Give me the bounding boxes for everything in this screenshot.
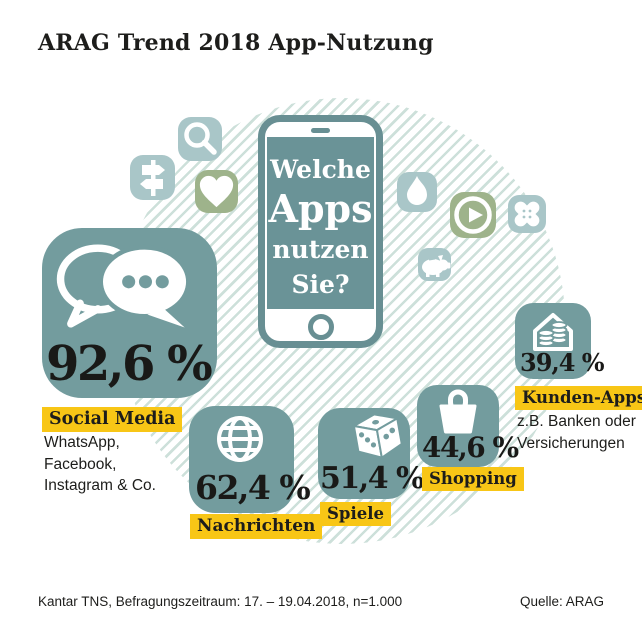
value-nachrichten: 62,4 % xyxy=(195,468,311,507)
page-title: ARAG Trend 2018 App-Nutzung xyxy=(38,30,434,56)
signpost-icon xyxy=(130,155,175,200)
phone-question-line: Sie? xyxy=(291,270,350,299)
label-nachrichten: Nachrichten xyxy=(190,514,323,539)
dice-icon xyxy=(348,410,408,462)
play-icon xyxy=(450,192,496,238)
globe-icon xyxy=(214,413,266,465)
label-social-media: Social Media xyxy=(42,407,183,432)
phone-speaker xyxy=(311,128,330,133)
speech-bubbles-icon xyxy=(54,240,194,332)
value-kunden-apps: 39,4 % xyxy=(520,348,605,377)
value-shopping: 44,6 % xyxy=(422,431,519,464)
phone-question-line: Welche xyxy=(270,155,371,184)
footer-source: Quelle: ARAG xyxy=(519,594,604,609)
phone-screen: Welche Apps nutzen Sie? xyxy=(267,137,374,309)
search-icon xyxy=(178,117,222,161)
smartphone-illustration: Welche Apps nutzen Sie? xyxy=(258,115,383,348)
label-spiele: Spiele xyxy=(320,502,391,526)
bandaid-icon xyxy=(508,195,546,233)
heart-icon xyxy=(195,170,238,213)
subtext-kunden-apps: z.B. Banken oder Versicherungen xyxy=(517,413,636,452)
shopping-bag-icon xyxy=(433,388,483,434)
phone-home-button xyxy=(307,314,334,340)
phone-question-line: Apps xyxy=(268,186,373,231)
piggy-bank-icon xyxy=(418,248,451,281)
subtext-social-media: WhatsApp, Facebook, Instagram & Co. xyxy=(44,434,156,494)
flame-icon xyxy=(397,172,437,212)
label-shopping: Shopping xyxy=(422,467,524,491)
value-spiele: 51,4 % xyxy=(320,461,425,496)
value-social-media: 92,6 % xyxy=(46,336,213,392)
footer-survey-note: Kantar TNS, Befragungszeitraum: 17. – 19… xyxy=(38,594,403,609)
label-kunden-apps: Kunden-Apps xyxy=(515,386,642,410)
phone-question-line: nutzen xyxy=(272,235,369,264)
bank-coins-icon xyxy=(528,307,578,353)
